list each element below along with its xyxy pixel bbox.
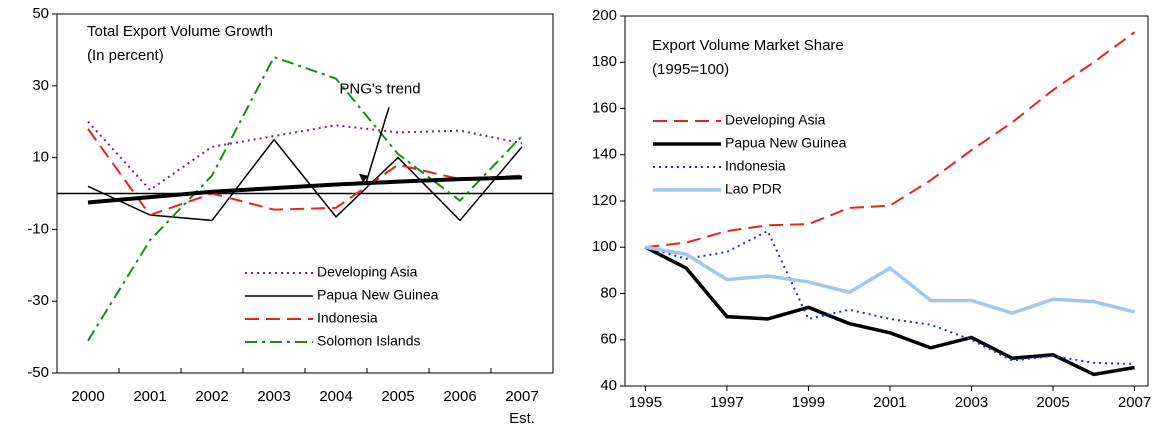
series-line: [87, 55, 523, 342]
x-tick-label: 2000: [71, 388, 104, 405]
series-line: [645, 229, 1135, 366]
x-tick-label: 2003: [955, 394, 988, 411]
x-tick-label: 2003: [257, 388, 290, 405]
legend-label: Developing Asia: [317, 264, 418, 280]
legend-label: Indonesia: [317, 310, 378, 326]
legend-label: Indonesia: [725, 158, 786, 174]
chart-subtitle: (In percent): [87, 47, 164, 64]
trend-arrowhead: [359, 173, 368, 183]
series-line: [645, 31, 1136, 249]
chart-title: Total Export Volume Growth: [87, 23, 273, 40]
y-tick-label: 80: [600, 284, 617, 301]
y-tick-label: 30: [32, 77, 49, 94]
y-tick-label: 100: [592, 238, 617, 255]
y-tick-label: 60: [600, 331, 617, 348]
x-tick-label: 1997: [710, 394, 743, 411]
x-tick-label: 2005: [1036, 394, 1069, 411]
legend-label: Solomon Islands: [317, 333, 421, 349]
legend-label: Papua New Guinea: [725, 135, 847, 151]
y-tick-label: 10: [32, 149, 49, 166]
trend-label: PNG's trend: [339, 80, 420, 97]
x-tick-label: 2007: [1118, 394, 1151, 411]
series-line: [645, 245, 1135, 315]
chart-subtitle: (1995=100): [652, 61, 729, 78]
x-tick-label: 1995: [629, 394, 662, 411]
y-tick-label: 120: [592, 192, 617, 209]
x-tick-label: 2004: [319, 388, 352, 405]
trend-pointer: [365, 107, 390, 183]
y-tick-label: -50: [27, 364, 49, 381]
y-tick-label: -30: [27, 292, 49, 309]
legend-label: Developing Asia: [725, 112, 826, 128]
x-tick-label: 2001: [133, 388, 166, 405]
x-tick-label: 2007: [505, 388, 538, 405]
series-line: [644, 245, 1135, 377]
x-annotation: Est.: [509, 410, 535, 427]
y-tick-label: 40: [600, 377, 617, 394]
y-tick-label: 140: [592, 146, 617, 163]
chart-title: Export Volume Market Share: [652, 37, 844, 54]
series-line: [87, 128, 523, 217]
y-tick-label: 200: [592, 7, 617, 24]
y-tick-label: 180: [592, 53, 617, 70]
trend-line: [87, 175, 523, 205]
x-tick-label: 2006: [443, 388, 476, 405]
x-tick-label: 2002: [195, 388, 228, 405]
series-line: [87, 138, 523, 222]
legend-label: Papua New Guinea: [317, 287, 439, 303]
y-tick-label: 50: [32, 5, 49, 22]
y-tick-label: -10: [27, 220, 49, 237]
y-tick-label: 160: [592, 99, 617, 116]
x-tick-label: 2001: [873, 394, 906, 411]
legend-label: Lao PDR: [725, 181, 782, 197]
x-tick-label: 1999: [792, 394, 825, 411]
x-tick-label: 2005: [381, 388, 414, 405]
